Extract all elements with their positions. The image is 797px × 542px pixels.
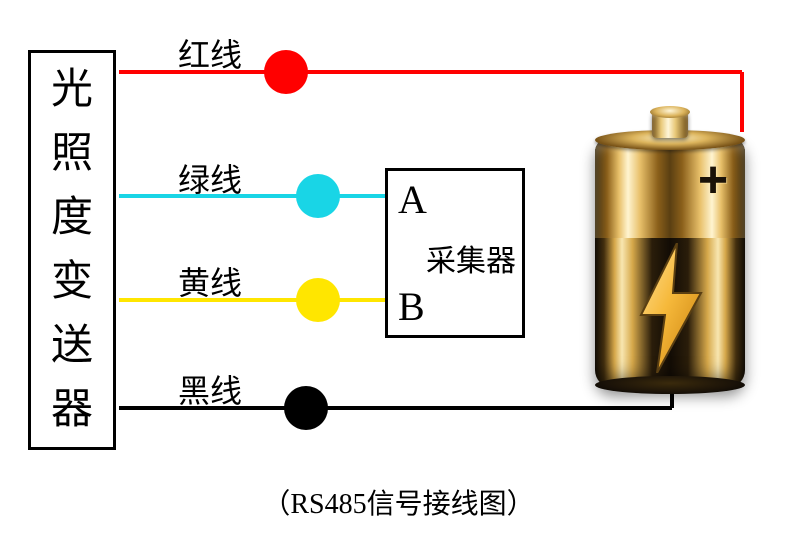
battery-bottom — [595, 376, 745, 394]
sensor-char-1: 照 — [51, 122, 93, 186]
dot-yellow — [296, 278, 340, 322]
collector-terminal-a: A — [398, 176, 427, 223]
wire-green — [119, 194, 385, 198]
collector-terminal-b: B — [398, 283, 425, 330]
sensor-char-5: 器 — [51, 378, 93, 442]
label-yellow: 黄线 — [178, 258, 242, 304]
label-black: 黑线 — [178, 366, 242, 412]
sensor-char-3: 变 — [51, 250, 93, 314]
battery-icon: + — [595, 108, 745, 388]
light-sensor-box: 光 照 度 变 送 器 — [28, 50, 116, 450]
collector-box: A 采集器 B — [385, 168, 525, 338]
dot-green — [296, 174, 340, 218]
dot-black — [284, 386, 328, 430]
sensor-char-4: 送 — [51, 314, 93, 378]
label-green: 绿线 — [178, 155, 242, 201]
label-red: 红线 — [178, 30, 242, 76]
battery-plus-icon: + — [693, 160, 733, 200]
battery-terminal-top — [650, 106, 690, 118]
dot-red — [264, 50, 308, 94]
wire-yellow — [119, 298, 385, 302]
lightning-bolt-icon — [633, 243, 707, 373]
collector-label: 采集器 — [426, 236, 516, 280]
caption: （RS485信号接线图） — [0, 482, 797, 522]
sensor-char-0: 光 — [51, 58, 93, 122]
sensor-char-2: 度 — [51, 186, 93, 250]
